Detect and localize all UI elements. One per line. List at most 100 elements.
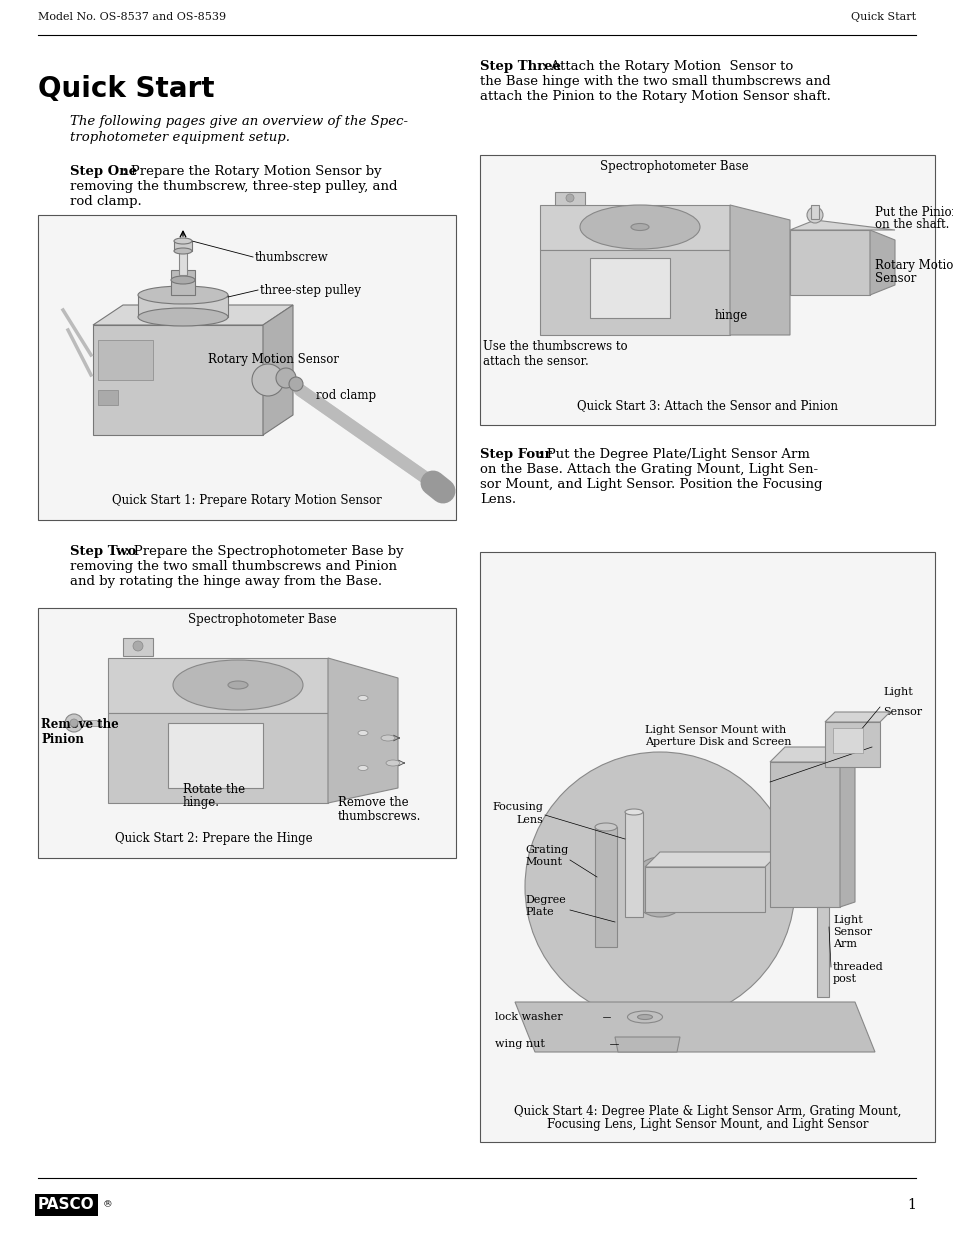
Text: PASCO: PASCO (38, 1198, 94, 1213)
Ellipse shape (172, 659, 303, 710)
Ellipse shape (380, 735, 395, 741)
Circle shape (565, 194, 574, 203)
Polygon shape (92, 325, 263, 435)
Text: Light: Light (832, 915, 862, 925)
Text: ®: ® (103, 1200, 112, 1209)
Bar (168, 722, 263, 788)
Text: post: post (832, 974, 856, 984)
Text: three-step pulley: three-step pulley (260, 284, 360, 296)
Bar (595, 827, 617, 947)
Polygon shape (108, 713, 328, 803)
Ellipse shape (357, 695, 368, 700)
Text: Degree: Degree (524, 895, 565, 905)
Polygon shape (515, 1002, 874, 1052)
Polygon shape (769, 747, 854, 762)
Bar (589, 258, 669, 317)
Text: hinge.: hinge. (183, 797, 220, 809)
Bar (98, 340, 152, 380)
Bar (644, 867, 764, 911)
Bar (810, 205, 818, 219)
Text: Rotate the: Rotate the (183, 783, 245, 797)
Bar (769, 762, 840, 906)
Text: Spectrophotometer Base: Spectrophotometer Base (599, 161, 748, 173)
Polygon shape (539, 249, 729, 335)
Text: Mount: Mount (524, 857, 561, 867)
Bar (832, 727, 862, 753)
Text: Quick Start 1: Prepare Rotary Motion Sensor: Quick Start 1: Prepare Rotary Motion Sen… (112, 494, 381, 508)
Text: Quick Start 2: Prepare the Hinge: Quick Start 2: Prepare the Hinge (114, 832, 312, 845)
Text: Remove the: Remove the (41, 718, 118, 731)
Text: : Prepare the Spectrophotometer Base by: : Prepare the Spectrophotometer Base by (125, 545, 403, 558)
Text: Put the Pinion: Put the Pinion (874, 205, 953, 219)
Polygon shape (615, 1037, 679, 1052)
Bar (816, 906, 828, 997)
Text: Spectrophotometer Base: Spectrophotometer Base (188, 613, 336, 626)
Ellipse shape (595, 823, 617, 831)
Text: Light: Light (882, 687, 912, 697)
Circle shape (132, 641, 143, 651)
Polygon shape (789, 220, 894, 230)
Ellipse shape (624, 809, 642, 815)
Text: attach the Pinion to the Rotary Motion Sensor shaft.: attach the Pinion to the Rotary Motion S… (479, 90, 830, 103)
Bar (824, 722, 879, 767)
Text: trophotometer equipment setup.: trophotometer equipment setup. (70, 131, 290, 144)
Text: Quick Start: Quick Start (38, 75, 214, 103)
Circle shape (289, 377, 303, 391)
Text: Focusing Lens, Light Sensor Mount, and Light Sensor: Focusing Lens, Light Sensor Mount, and L… (546, 1118, 867, 1131)
Ellipse shape (627, 1011, 661, 1023)
Text: threaded: threaded (832, 962, 882, 972)
Bar (138, 295, 228, 317)
Text: sor Mount, and Light Sensor. Position the Focusing: sor Mount, and Light Sensor. Position th… (479, 478, 821, 492)
Ellipse shape (173, 238, 192, 245)
Text: Step One: Step One (70, 165, 137, 178)
Text: Lens.: Lens. (479, 493, 516, 506)
Bar (171, 270, 194, 295)
Text: removing the two small thumbscrews and Pinion: removing the two small thumbscrews and P… (70, 559, 396, 573)
Text: Rotary Motion Sensor: Rotary Motion Sensor (208, 353, 338, 367)
Polygon shape (123, 638, 152, 656)
Text: Quick Start: Quick Start (850, 12, 915, 22)
Text: Quick Start 4: Degree Plate & Light Sensor Arm, Grating Mount,: Quick Start 4: Degree Plate & Light Sens… (514, 1105, 901, 1118)
Ellipse shape (138, 308, 228, 326)
Text: Grating: Grating (524, 845, 568, 855)
Polygon shape (539, 205, 729, 249)
Text: Rotary Motion: Rotary Motion (874, 258, 953, 272)
Text: on the shaft.: on the shaft. (874, 217, 948, 231)
Text: Use the thumbscrews to: Use the thumbscrews to (482, 340, 627, 353)
Text: removing the thumbscrew, three-step pulley, and: removing the thumbscrew, three-step pull… (70, 180, 397, 193)
Polygon shape (840, 747, 854, 906)
Ellipse shape (637, 1014, 652, 1020)
Text: : Attach the Rotary Motion  Sensor to: : Attach the Rotary Motion Sensor to (541, 61, 792, 73)
Text: Sensor: Sensor (832, 927, 871, 937)
Text: rod clamp.: rod clamp. (70, 195, 142, 207)
Bar (173, 241, 192, 251)
Ellipse shape (579, 205, 700, 249)
Text: Sensor: Sensor (882, 706, 922, 718)
Text: thumbscrew: thumbscrew (254, 251, 328, 263)
Text: Model No. OS-8537 and OS-8539: Model No. OS-8537 and OS-8539 (38, 12, 226, 22)
Polygon shape (263, 305, 293, 435)
Ellipse shape (173, 248, 192, 254)
Text: Step Three: Step Three (479, 61, 560, 73)
Text: : Put the Degree Plate/Light Sensor Arm: : Put the Degree Plate/Light Sensor Arm (537, 448, 809, 461)
Text: Plate: Plate (524, 906, 553, 918)
Ellipse shape (357, 730, 368, 736)
Bar (789, 230, 869, 295)
Text: wing nut: wing nut (495, 1039, 544, 1049)
Polygon shape (108, 658, 328, 713)
Polygon shape (869, 230, 894, 295)
Text: The following pages give an overview of the Spec-: The following pages give an overview of … (70, 115, 408, 128)
Text: Lens: Lens (516, 815, 542, 825)
Ellipse shape (138, 287, 228, 304)
Bar (38, 608, 456, 858)
Ellipse shape (386, 760, 399, 766)
Ellipse shape (630, 224, 648, 231)
Bar (98, 390, 118, 405)
Text: Step Four: Step Four (479, 448, 551, 461)
Circle shape (524, 752, 794, 1023)
Text: Light Sensor Mount with: Light Sensor Mount with (644, 725, 785, 735)
Circle shape (252, 364, 284, 396)
Text: the Base hinge with the two small thumbscrews and: the Base hinge with the two small thumbs… (479, 75, 830, 88)
Text: on the Base. Attach the Grating Mount, Light Sen-: on the Base. Attach the Grating Mount, L… (479, 463, 818, 475)
Text: : Prepare the Rotary Motion Sensor by: : Prepare the Rotary Motion Sensor by (122, 165, 381, 178)
